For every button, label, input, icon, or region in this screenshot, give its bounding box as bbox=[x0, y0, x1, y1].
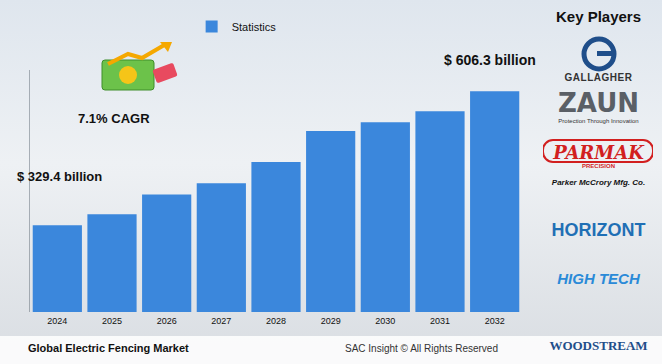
html-text:Protection Through Innovation: Protection Through Innovation bbox=[558, 118, 639, 124]
html-text:PRECISION: PRECISION bbox=[582, 163, 615, 169]
svg-text:2032: 2032 bbox=[485, 316, 505, 326]
html-text:WOODSTREAM: WOODSTREAM bbox=[549, 338, 648, 353]
svg-text:2028: 2028 bbox=[266, 316, 286, 326]
html-text:GALLAGHER: GALLAGHER bbox=[564, 72, 633, 83]
html-text:HORIZONT: HORIZONT bbox=[551, 220, 646, 240]
svg-text:$ 606.3 billion: $ 606.3 billion bbox=[444, 52, 536, 68]
svg-text:2031: 2031 bbox=[430, 316, 450, 326]
svg-text:2030: 2030 bbox=[375, 316, 395, 326]
svg-text:2024: 2024 bbox=[47, 316, 67, 326]
svg-text:$ 329.4 billion: $ 329.4 billion bbox=[17, 169, 102, 184]
html-text:Parker McCrory Mfg. Co.: Parker McCrory Mfg. Co. bbox=[551, 178, 646, 187]
html-text:SAC Insight © All Rights Reser: SAC Insight © All Rights Reserved bbox=[345, 343, 498, 354]
html-text:Key Players: Key Players bbox=[556, 8, 641, 25]
svg-text:2029: 2029 bbox=[321, 316, 341, 326]
svg-text:Statistics: Statistics bbox=[232, 21, 277, 33]
svg-text:7.1% CAGR: 7.1% CAGR bbox=[78, 111, 150, 126]
html-text:ZAUN: ZAUN bbox=[558, 88, 639, 118]
svg-text:2027: 2027 bbox=[211, 316, 231, 326]
html-text:Global Electric Fencing Market: Global Electric Fencing Market bbox=[28, 342, 189, 354]
svg-text:2026: 2026 bbox=[157, 316, 177, 326]
html-text:HIGH TECH: HIGH TECH bbox=[557, 270, 640, 287]
svg-text:2025: 2025 bbox=[102, 316, 122, 326]
html-text:PARMAK: PARMAK bbox=[553, 142, 644, 163]
